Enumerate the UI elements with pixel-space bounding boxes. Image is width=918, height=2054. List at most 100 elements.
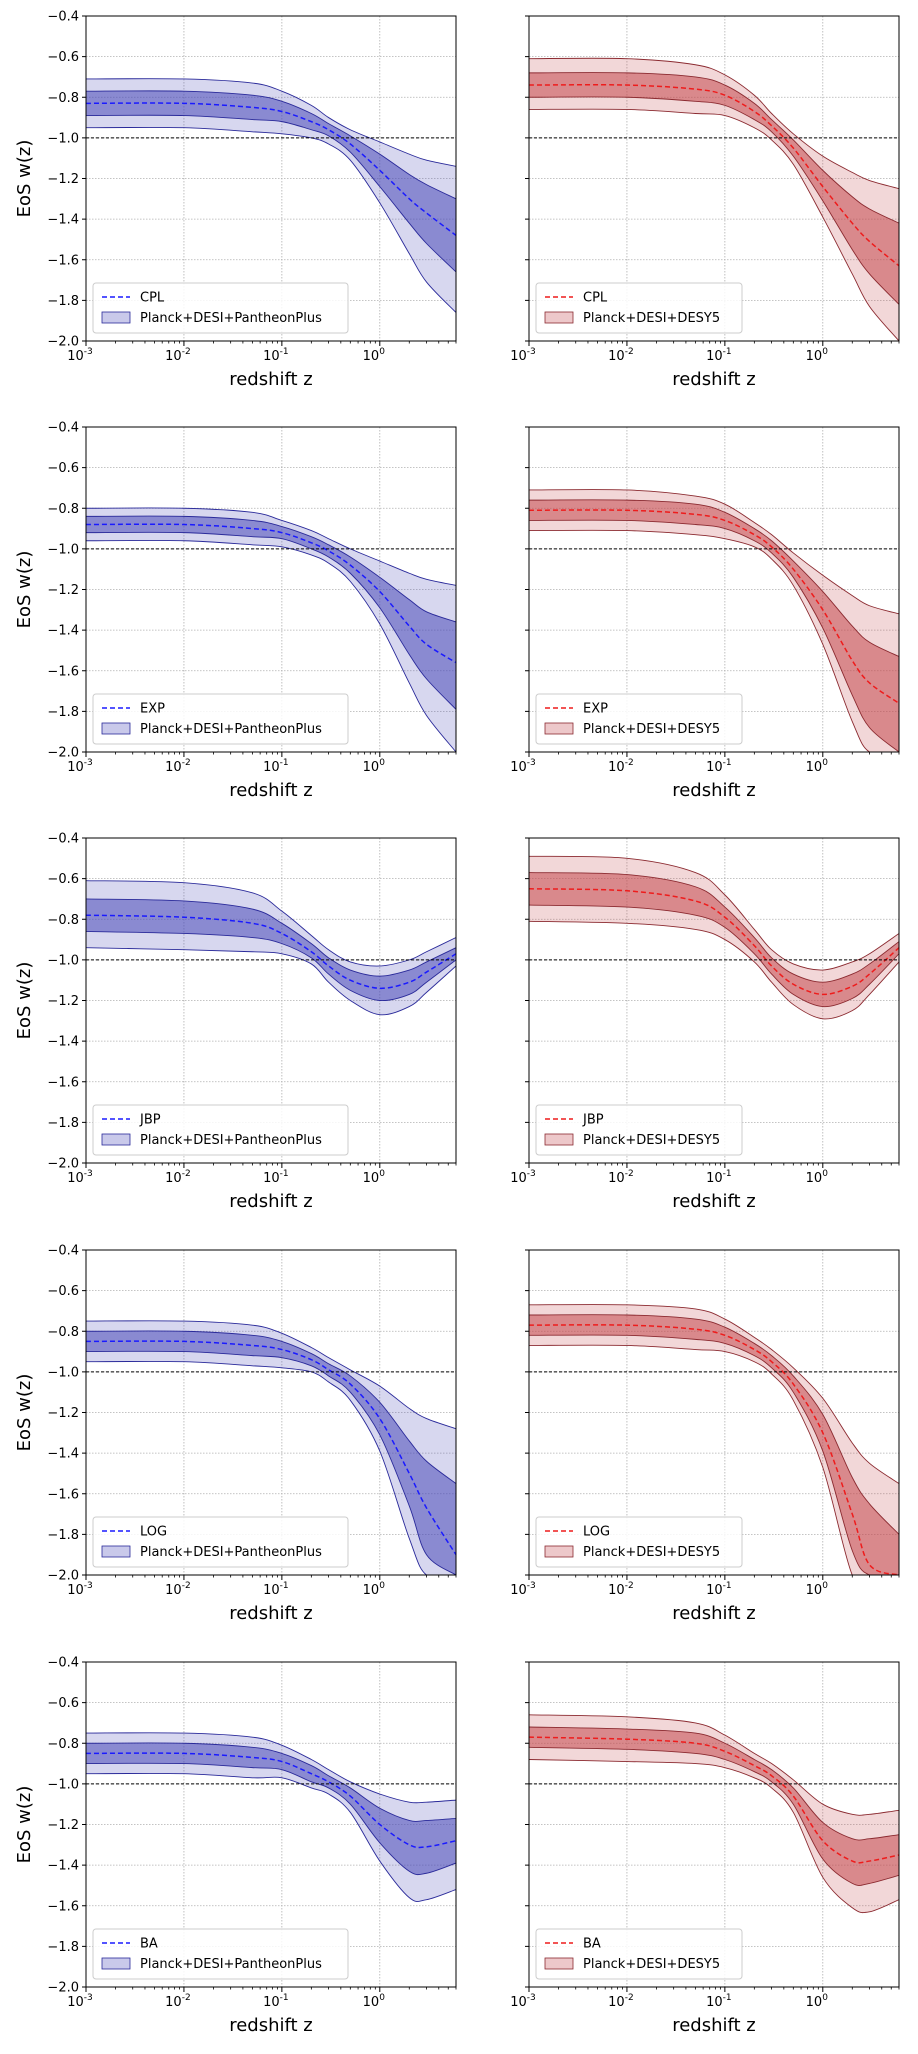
band-95-edge-lower	[86, 126, 456, 313]
legend-label-dataset: Planck+DESI+DESY5	[583, 1545, 720, 1560]
panel-cpl-blue: −0.4 −0.6 −0.8 −1.0 −1.2 −1.4 −1.6 −1.8 −2.010-3…	[14, 10, 457, 390]
x-axis-label: redshift z	[229, 1603, 313, 1624]
y-tick-label: −1.6	[47, 664, 79, 679]
y-tick-label: −0.8	[47, 91, 79, 106]
legend-label-dataset: Planck+DESI+DESY5	[583, 311, 720, 326]
band-95-edge-upper	[529, 1304, 899, 1484]
y-tick-label: −1.4	[47, 213, 79, 228]
legend: LOG Planck+DESI+DESY5	[535, 1516, 743, 1568]
band-95-edge-upper	[529, 57, 899, 190]
legend-label-model: JBP	[139, 1113, 161, 1128]
mean-line-jbp	[86, 914, 456, 990]
panel-jbp-red: 10-3 10-2 10-1 100 redshift z JBP Planck+DESI+…	[510, 837, 900, 1212]
y-tick-label: −0.6	[47, 872, 79, 887]
band-95	[86, 78, 456, 313]
band-95-edge-upper	[86, 78, 456, 167]
y-tick-label: −2.0	[47, 1157, 79, 1172]
x-tick-label: 10-1	[706, 347, 732, 364]
band-68-edge-upper	[86, 1330, 456, 1484]
y-tick-label: −1.8	[47, 1528, 79, 1543]
y-axis-label: EoS w(z)	[14, 140, 35, 218]
x-tick-label: 100	[806, 347, 829, 364]
y-tick-label: −0.4	[47, 1244, 79, 1259]
legend-label-dataset: Planck+DESI+DESY5	[583, 1957, 720, 1972]
band-68	[86, 90, 456, 272]
y-tick-label: −1.8	[47, 1940, 79, 1955]
panel-log-blue: −0.4 −0.6 −0.8 −1.0 −1.2 −1.4 −1.6 −1.8 −2.010-3…	[14, 1244, 457, 1624]
band-68	[529, 1314, 899, 1575]
y-tick-label: −1.2	[47, 1406, 79, 1421]
legend-label-model: BA	[583, 1937, 601, 1952]
x-tick-label: 10-2	[165, 1581, 191, 1598]
x-tick-label: 10-2	[608, 758, 634, 775]
legend-label-model: CPL	[140, 291, 165, 306]
x-tick-label: 10-3	[510, 1581, 536, 1598]
legend-box	[535, 1516, 743, 1568]
panel-log-red: 10-3 10-2 10-1 100 redshift z LOG Planck+DESI+…	[510, 1249, 900, 1624]
band-68	[86, 898, 456, 1001]
band-68-edge-upper	[86, 1742, 456, 1822]
x-tick-label: 10-2	[165, 347, 191, 364]
band-68-edge-lower	[529, 1334, 899, 1575]
x-tick-label: 100	[806, 1581, 829, 1598]
legend: CPL Planck+DESI+PantheonPlus	[92, 282, 349, 334]
legend-label-dataset: Planck+DESI+PantheonPlus	[140, 311, 322, 326]
panel-exp-red: 10-3 10-2 10-1 100 redshift z EXP Planck+DESI+…	[510, 426, 900, 801]
band-68-edge-upper	[529, 872, 899, 983]
x-tick-label: 10-3	[510, 347, 536, 364]
legend: EXP Planck+DESI+DESY5	[535, 693, 743, 745]
legend-band-swatch	[544, 311, 574, 324]
y-axis-label: EoS w(z)	[14, 962, 35, 1040]
x-tick-label: 10-2	[608, 1581, 634, 1598]
legend-label-model: EXP	[583, 702, 608, 717]
x-axis-label: redshift z	[229, 780, 313, 801]
x-tick-label: 10-1	[706, 1169, 732, 1186]
band-95-edge-upper	[86, 1320, 456, 1430]
band-68-edge-lower	[86, 1762, 456, 1876]
x-tick-label: 10-1	[263, 1169, 289, 1186]
y-tick-label: −0.6	[47, 1696, 79, 1711]
y-axis-label: EoS w(z)	[14, 1786, 35, 1864]
band-68-edge-lower	[86, 114, 456, 273]
x-axis-label: redshift z	[672, 1191, 756, 1212]
band-68-edge-upper	[529, 1726, 899, 1841]
x-axis-label: redshift z	[672, 2015, 756, 2036]
y-tick-label: −1.6	[47, 253, 79, 268]
band-68-edge-lower	[529, 96, 899, 305]
x-axis-label: redshift z	[229, 369, 313, 390]
x-tick-label: 10-1	[706, 1581, 732, 1598]
band-95-edge-lower	[529, 1344, 899, 1575]
band-95-edge-upper	[86, 507, 456, 586]
legend-band-swatch	[101, 1133, 131, 1146]
legend-label-model: LOG	[583, 1525, 610, 1540]
legend: JBP Planck+DESI+DESY5	[535, 1104, 743, 1156]
x-tick-label: 100	[363, 347, 386, 364]
x-tick-label: 100	[363, 1993, 386, 2010]
y-tick-label: −1.4	[47, 624, 79, 639]
legend-box	[535, 1928, 743, 1980]
y-tick-label: −0.4	[47, 1656, 79, 1671]
y-tick-label: −0.8	[47, 913, 79, 928]
x-tick-label: 10-1	[263, 1581, 289, 1598]
band-68	[86, 1330, 456, 1575]
y-tick-label: −1.2	[47, 1818, 79, 1833]
mean-line-exp	[529, 509, 899, 704]
legend-label-model: CPL	[583, 291, 608, 306]
x-tick-label: 10-2	[608, 347, 634, 364]
band-68-edge-upper	[86, 515, 456, 623]
legend-label-dataset: Planck+DESI+DESY5	[583, 722, 720, 737]
x-tick-label: 10-2	[165, 758, 191, 775]
band-68-edge-upper	[86, 90, 456, 200]
legend: JBP Planck+DESI+PantheonPlus	[92, 1104, 349, 1156]
y-tick-label: −2.0	[47, 1569, 79, 1584]
y-tick-label: −0.8	[47, 502, 79, 517]
band-68-edge-lower	[529, 904, 899, 1008]
x-tick-label: 10-1	[263, 758, 289, 775]
y-tick-label: −1.2	[47, 994, 79, 1009]
legend-box	[92, 282, 349, 334]
x-tick-label: 10-3	[67, 1993, 93, 2010]
mean-line-ba	[86, 1752, 456, 1849]
band-68-edge-lower	[529, 1746, 899, 1886]
x-tick-label: 100	[806, 1169, 829, 1186]
y-tick-label: −1.6	[47, 1899, 79, 1914]
